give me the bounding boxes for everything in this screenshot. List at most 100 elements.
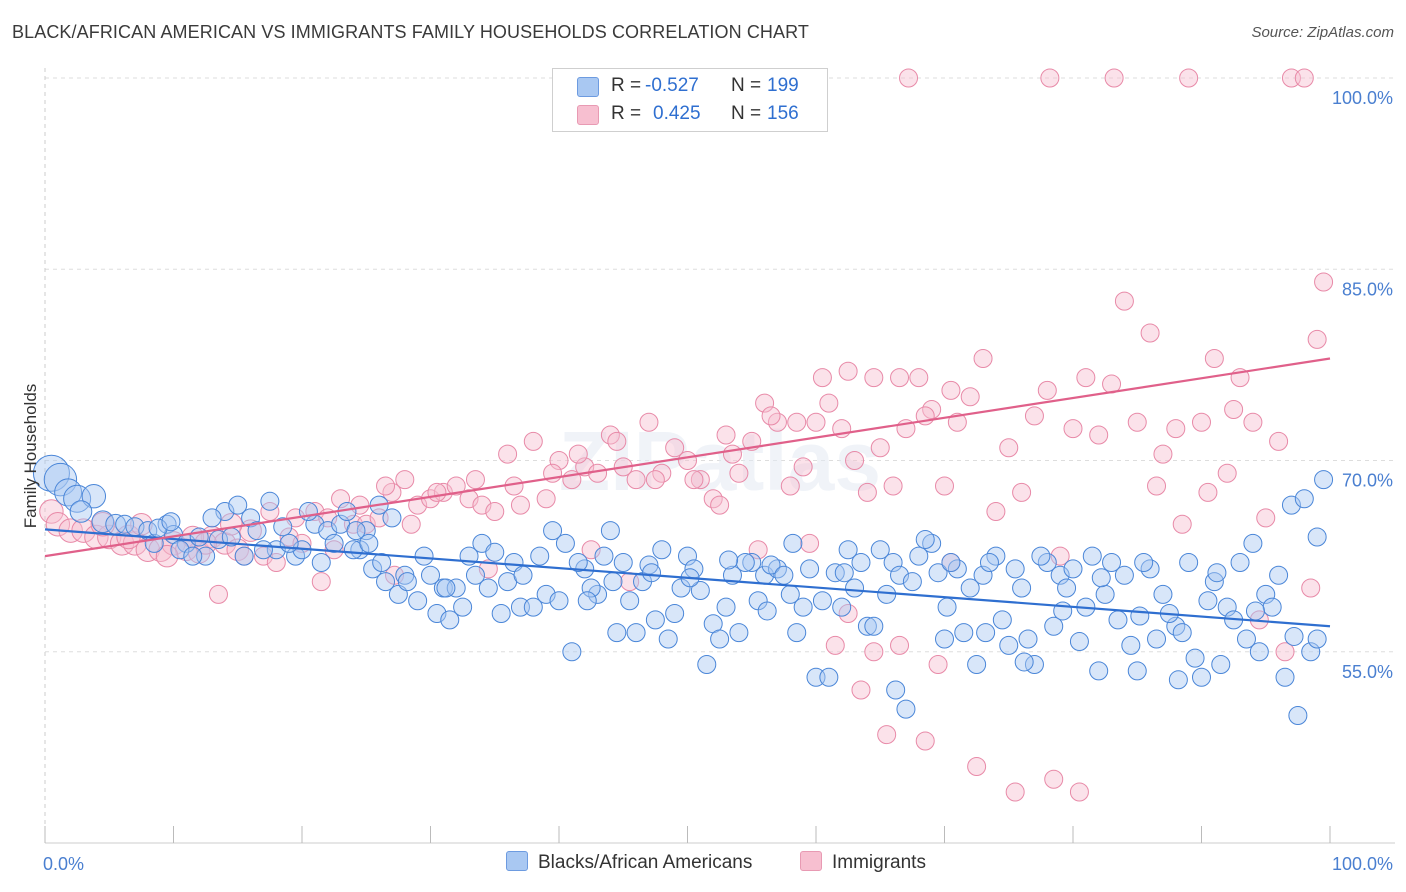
blacks-point <box>1269 565 1289 585</box>
immigrants-point <box>1147 476 1167 496</box>
immigrants-point <box>812 368 832 388</box>
blacks-point <box>247 521 267 541</box>
immigrants-point <box>716 425 736 445</box>
blacks-point <box>491 604 511 623</box>
blacks-point <box>1130 606 1150 626</box>
immigrants-point <box>1224 400 1244 419</box>
immigrants-point <box>870 438 890 458</box>
blacks-point <box>253 540 273 560</box>
immigrants-point <box>331 489 351 509</box>
r-value-blacks: -0.527 <box>645 75 699 96</box>
immigrants-point <box>1044 769 1064 789</box>
immigrants-point <box>890 368 910 388</box>
y-tick-label: 70.0% <box>1342 471 1393 491</box>
blacks-point <box>832 597 852 617</box>
immigrants-point <box>1204 349 1224 368</box>
blacks-point <box>896 699 916 719</box>
immigrants-point <box>536 489 556 509</box>
immigrants-point <box>311 572 331 592</box>
blacks-point <box>902 572 922 592</box>
blacks-point <box>909 546 929 566</box>
blacks-point <box>690 581 710 601</box>
blacks-point <box>1082 546 1102 566</box>
blacks-point <box>967 655 987 674</box>
immigrants-point <box>883 476 903 496</box>
immigrants-point <box>1269 431 1289 451</box>
blacks-point <box>1262 597 1282 617</box>
blacks-point <box>577 591 597 611</box>
y-axis-label: Family Households <box>21 384 40 529</box>
blacks-point <box>1091 568 1111 588</box>
immigrants-point <box>1104 68 1124 88</box>
blacks-point <box>32 454 70 492</box>
blacks-point <box>414 546 434 566</box>
immigrants-point <box>780 476 800 496</box>
immigrants-point <box>427 482 447 502</box>
blacks-point <box>658 629 678 649</box>
axes <box>44 68 1395 844</box>
blacks-point <box>1249 642 1269 662</box>
blacks-point <box>279 533 299 553</box>
y-tick-label: 85.0% <box>1342 279 1393 299</box>
blacks-point <box>645 610 665 630</box>
blacks-point <box>513 565 533 585</box>
blacks-point <box>63 484 92 513</box>
bottom-swatch-pink <box>800 851 822 871</box>
immigrants-point <box>1140 323 1160 343</box>
immigrants-point <box>1192 412 1211 432</box>
blacks-point <box>372 553 392 572</box>
blacks-point <box>1127 661 1147 681</box>
blacks-point <box>397 572 417 592</box>
immigrants-point <box>607 431 627 451</box>
chart-title: BLACK/AFRICAN AMERICAN VS IMMIGRANTS FAM… <box>12 22 810 42</box>
blacks-point <box>999 635 1019 655</box>
x-tick-label: 100.0% <box>1332 854 1393 874</box>
blacks-point <box>603 572 623 592</box>
blacks-point <box>819 667 839 687</box>
blacks-point <box>735 553 755 572</box>
blacks-point <box>992 610 1012 630</box>
legend-swatch-pink <box>577 105 599 125</box>
blacks-point <box>555 533 575 553</box>
blacks-point <box>549 591 569 611</box>
immigrants-point <box>748 540 768 560</box>
blacks-point <box>834 563 854 583</box>
source-label: Source: ZipAtlas.com <box>1251 24 1394 41</box>
immigrants-point <box>800 533 820 553</box>
immigrants-point <box>851 680 871 700</box>
immigrants-point <box>1012 482 1032 502</box>
blacks-point <box>478 578 498 598</box>
immigrants-point <box>645 470 665 490</box>
legend-swatch-blue <box>577 77 599 97</box>
immigrants-point <box>986 502 1006 521</box>
blacks-point <box>742 553 762 572</box>
immigrants-point <box>947 412 967 432</box>
blacks-point <box>710 629 730 649</box>
immigrants-points <box>39 68 1334 802</box>
immigrants-point <box>1198 482 1218 502</box>
blacks-point <box>1095 584 1115 604</box>
blacks-point <box>1307 527 1327 547</box>
blacks-point <box>642 563 662 583</box>
blacks-point <box>324 533 344 553</box>
blacks-point <box>485 542 505 562</box>
blacks-point <box>812 591 832 611</box>
blacks-point <box>356 521 376 541</box>
immigrants-point <box>549 451 569 470</box>
blacks-point <box>783 533 803 553</box>
blacks-point <box>1005 559 1025 579</box>
blacks-point <box>311 553 331 572</box>
n-value-blacks: 199 <box>767 75 799 96</box>
blacks-point <box>973 565 993 585</box>
immigrants-point <box>395 470 415 490</box>
immigrants-point <box>90 512 116 537</box>
blacks-point <box>697 655 717 674</box>
immigrants-point <box>1166 419 1186 439</box>
blacks-point <box>1230 553 1250 572</box>
immigrants-point <box>39 499 64 524</box>
blacks-point <box>620 591 640 611</box>
immigrants-point <box>899 68 919 88</box>
immigrants-point <box>639 412 659 432</box>
immigrants-point <box>806 412 826 432</box>
blacks-point <box>857 616 877 636</box>
